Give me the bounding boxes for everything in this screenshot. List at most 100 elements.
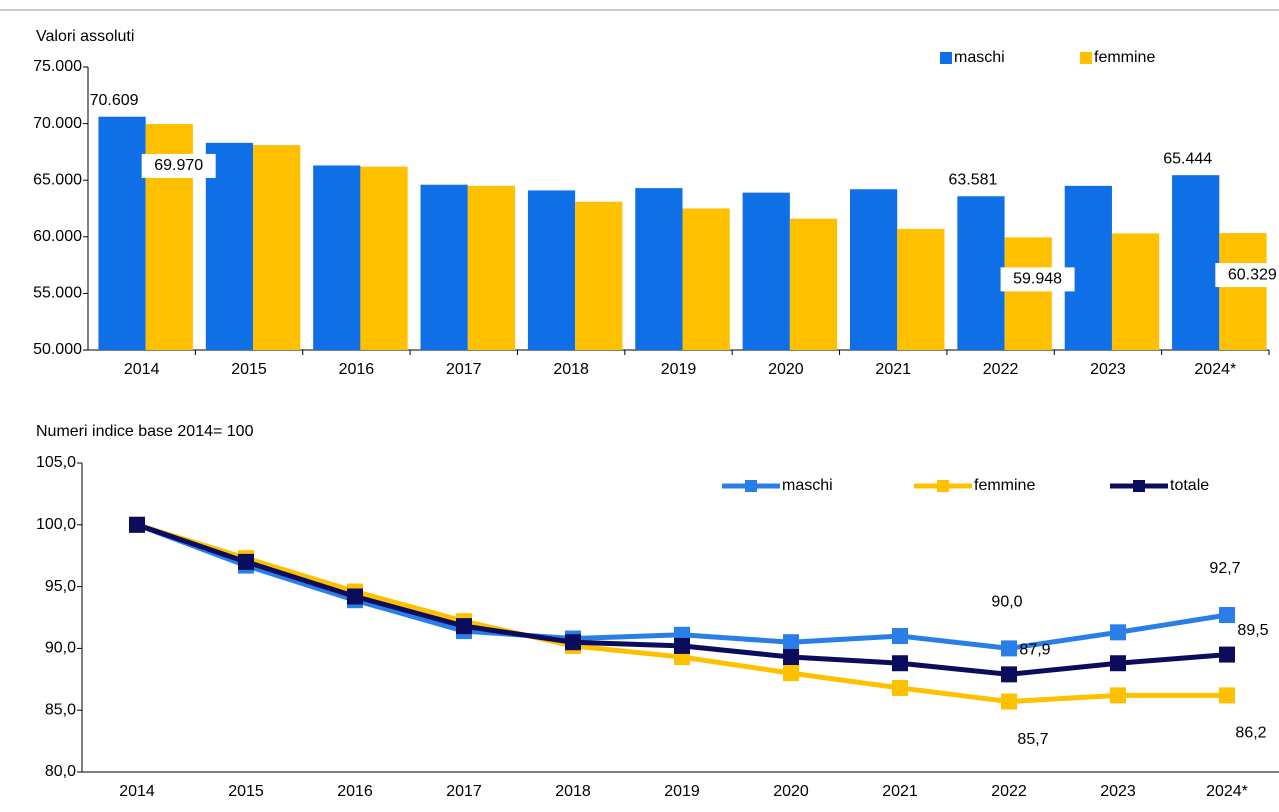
bar xyxy=(420,184,468,350)
y-tick-label: 95,0 xyxy=(45,578,76,595)
value-label: 92,7 xyxy=(1209,560,1240,577)
legend-marker xyxy=(1133,480,1145,492)
bar xyxy=(1219,233,1267,350)
bar xyxy=(742,192,790,350)
point xyxy=(565,634,581,651)
point xyxy=(129,516,145,533)
legend-marker xyxy=(745,480,757,492)
bar xyxy=(467,185,516,350)
x-tick-label: 2014 xyxy=(119,783,155,800)
value-label: 85,7 xyxy=(1017,731,1048,748)
bar xyxy=(527,190,576,350)
bar xyxy=(313,165,361,350)
point xyxy=(892,628,908,645)
value-label: 90,0 xyxy=(991,594,1022,611)
bar xyxy=(789,218,838,350)
bar xyxy=(1172,175,1220,350)
bar xyxy=(1111,233,1160,350)
value-label: 63.581 xyxy=(949,171,998,188)
x-tick-label: 2018 xyxy=(553,361,589,378)
x-tick-label: 2017 xyxy=(446,783,482,800)
x-tick-label: 2014 xyxy=(124,361,160,378)
point xyxy=(1110,624,1126,641)
chart-title: Numeri indice base 2014= 100 xyxy=(36,423,254,440)
y-tick-label: 70.000 xyxy=(33,115,82,132)
y-tick-label: 60.000 xyxy=(33,228,82,245)
x-tick-label: 2019 xyxy=(664,783,700,800)
x-tick-label: 2018 xyxy=(555,783,591,800)
point xyxy=(1219,646,1235,663)
point xyxy=(783,665,799,682)
x-tick-label: 2015 xyxy=(228,783,264,800)
point xyxy=(892,655,908,672)
value-label: 59.948 xyxy=(1013,271,1062,288)
bar xyxy=(360,166,408,350)
bar xyxy=(575,201,623,350)
value-label-box xyxy=(1000,267,1075,292)
x-tick-label: 2019 xyxy=(661,361,697,378)
value-label: 69.970 xyxy=(154,157,203,174)
legend-label: totale xyxy=(1170,477,1209,494)
bar xyxy=(957,196,1005,350)
legend-label: femmine xyxy=(1094,49,1155,66)
x-tick-label: 2021 xyxy=(875,361,911,378)
point xyxy=(238,553,254,570)
value-label: 86,2 xyxy=(1235,725,1266,742)
value-label: 89,5 xyxy=(1237,622,1268,639)
x-tick-label: 2015 xyxy=(231,361,267,378)
value-label-box xyxy=(141,153,216,178)
point xyxy=(347,588,363,605)
y-tick-label: 105,0 xyxy=(36,454,76,471)
y-tick-label: 80,0 xyxy=(45,763,76,780)
y-tick-label: 65.000 xyxy=(33,171,82,188)
x-tick-label: 2016 xyxy=(339,361,375,378)
value-label: 65.444 xyxy=(1163,150,1212,167)
bar xyxy=(897,228,945,350)
y-tick-label: 55.000 xyxy=(33,285,82,302)
point xyxy=(1110,687,1126,704)
bar xyxy=(635,188,683,350)
x-tick-label: 2024* xyxy=(1194,361,1236,378)
x-tick-label: 2023 xyxy=(1090,361,1126,378)
y-tick-label: 75.000 xyxy=(33,58,82,75)
x-tick-label: 2021 xyxy=(882,783,918,800)
point xyxy=(1219,607,1235,624)
chart-title: Valori assoluti xyxy=(36,28,134,45)
x-tick-label: 2016 xyxy=(337,783,373,800)
bar xyxy=(1004,237,1052,350)
value-label: 87,9 xyxy=(1019,642,1050,659)
point xyxy=(456,618,472,635)
x-tick-label: 2023 xyxy=(1100,783,1136,800)
bar xyxy=(682,208,730,350)
point xyxy=(1001,640,1017,657)
legend-swatch xyxy=(940,52,952,64)
point xyxy=(892,679,908,696)
point xyxy=(674,637,690,654)
point xyxy=(1110,655,1126,672)
bar xyxy=(98,116,146,351)
x-tick-label: 2024* xyxy=(1206,783,1248,800)
y-tick-label: 85,0 xyxy=(45,701,76,718)
legend-label: maschi xyxy=(954,49,1005,66)
x-tick-label: 2022 xyxy=(983,361,1019,378)
point xyxy=(783,649,799,666)
value-label: 60.329 xyxy=(1228,266,1277,283)
legend-swatch xyxy=(1080,52,1092,64)
x-tick-label: 2022 xyxy=(991,783,1027,800)
x-tick-label: 2020 xyxy=(768,361,804,378)
bar xyxy=(849,189,898,350)
legend-label: maschi xyxy=(782,477,833,494)
legend-marker xyxy=(937,480,949,492)
value-label-box xyxy=(1215,263,1279,288)
legend-label: femmine xyxy=(974,477,1035,494)
y-tick-label: 50.000 xyxy=(33,341,82,358)
y-tick-label: 90,0 xyxy=(45,640,76,657)
point xyxy=(783,634,799,651)
point xyxy=(1001,666,1017,683)
x-tick-label: 2017 xyxy=(446,361,482,378)
point xyxy=(1001,693,1017,710)
bar xyxy=(253,145,301,350)
y-tick-label: 100,0 xyxy=(36,516,76,533)
